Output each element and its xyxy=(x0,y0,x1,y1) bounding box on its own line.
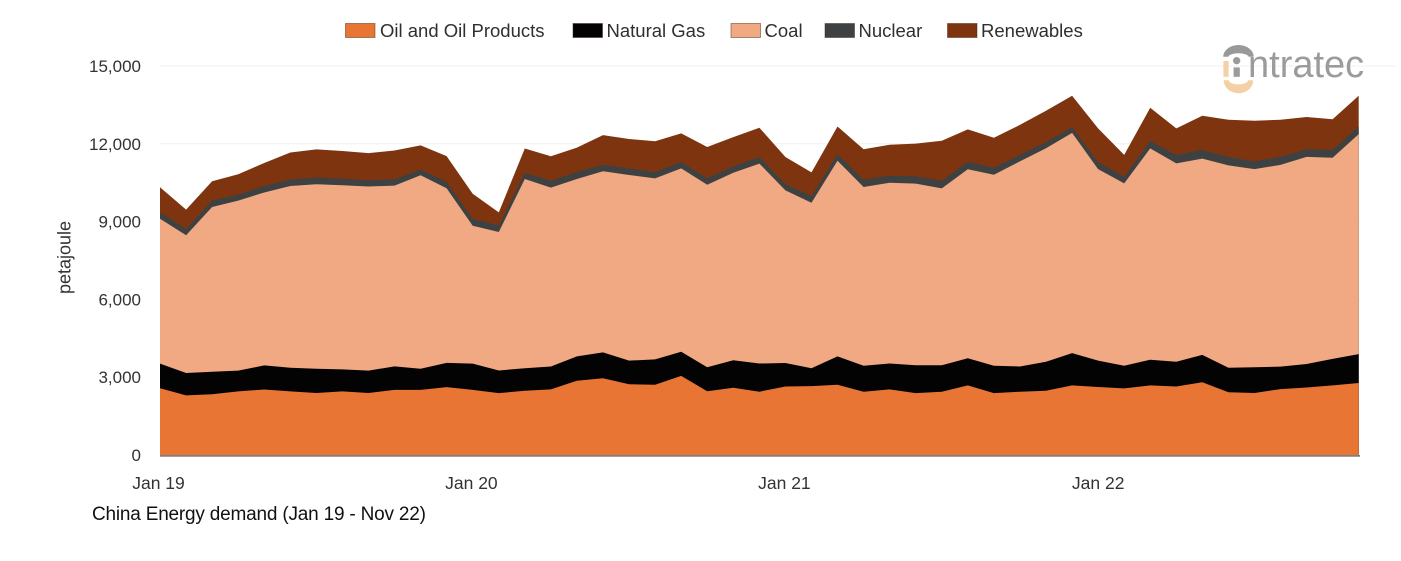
svg-text:Coal: Coal xyxy=(765,20,803,41)
svg-text:Oil and Oil Products: Oil and Oil Products xyxy=(380,20,545,41)
svg-text:Natural Gas: Natural Gas xyxy=(607,20,706,41)
svg-text:petajoule: petajoule xyxy=(55,221,75,294)
svg-text:Jan 22: Jan 22 xyxy=(1072,473,1125,493)
svg-text:6,000: 6,000 xyxy=(98,290,141,309)
svg-text:Nuclear: Nuclear xyxy=(859,20,923,41)
svg-text:Renewables: Renewables xyxy=(981,20,1083,41)
svg-text:China Energy demand (Jan 19 -: China Energy demand (Jan 19 - Nov 22) xyxy=(92,504,426,525)
svg-text:3,000: 3,000 xyxy=(98,368,141,387)
svg-text:15,000: 15,000 xyxy=(89,57,141,76)
svg-text:Jan 21: Jan 21 xyxy=(758,473,811,493)
svg-text:12,000: 12,000 xyxy=(89,135,141,154)
svg-text:9,000: 9,000 xyxy=(98,213,141,232)
svg-text:0: 0 xyxy=(132,446,141,465)
svg-text:Jan 20: Jan 20 xyxy=(445,473,498,493)
svg-text:Jan 19: Jan 19 xyxy=(132,473,185,493)
svg-text:ntratec: ntratec xyxy=(1248,44,1364,86)
